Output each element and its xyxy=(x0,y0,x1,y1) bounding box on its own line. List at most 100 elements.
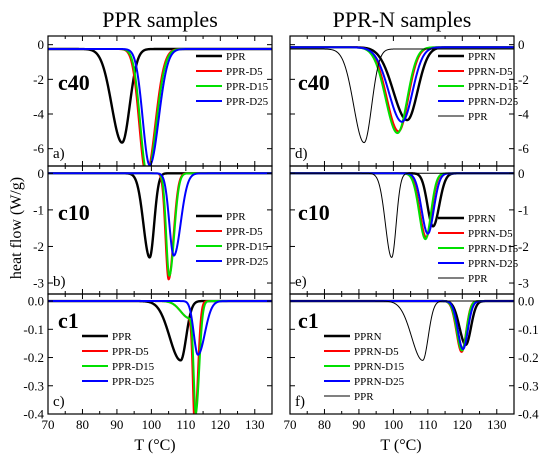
x-axis-label-right: T (°C) xyxy=(380,437,421,454)
x-tick-label: 80 xyxy=(318,417,331,432)
series-line-ppr xyxy=(48,299,272,362)
series-group xyxy=(48,47,272,166)
y-tick-label: 0.0 xyxy=(518,294,534,309)
panel-c: 70 80 90 100 110 120 130 0.0 -0.1 -0.2 -0.3 -0.4 c1 c… xyxy=(23,293,273,432)
series-line-ppr-d5 xyxy=(48,300,272,414)
x-tick-label: 90 xyxy=(110,417,123,432)
x-tick-label: 100 xyxy=(142,417,162,432)
x-tick-label: 130 xyxy=(487,417,507,432)
y-tick-label: -2 xyxy=(33,239,44,254)
y-tick-label: -3 xyxy=(33,276,44,291)
x-tick-label: 130 xyxy=(245,417,265,432)
series-group xyxy=(290,46,514,144)
legend-entry: PPR xyxy=(354,391,374,403)
legend-entry: PPRN-D15 xyxy=(468,243,519,255)
panel-f: 70 80 90 100 110 120 130 0.0 -0.1 -0.2 -0.3 -0.4 c1 f… xyxy=(284,293,539,432)
legend-entry: PPRN xyxy=(468,213,496,225)
panel-a: 0 -2 -4 -6 c40 a) PPR PPR-D5 PPR-D15 PPR-D25 xyxy=(33,35,273,167)
legend-entry: PPRN-D5 xyxy=(468,228,513,240)
y-tick-label: -0.4 xyxy=(518,407,539,422)
legend: PPR PPR-D5 PPR-D15 PPR-D25 xyxy=(196,211,269,268)
condition-label: c1 xyxy=(298,308,319,333)
y-tick-label: -4 xyxy=(518,107,529,122)
legend: PPRN PPRN-D5 PPRN-D15 PPRN-D25 PPR xyxy=(324,331,405,403)
x-tick-label: 110 xyxy=(176,417,195,432)
panel-b: 0 -1 -2 -3 c10 b) PPR PPR-D5 PPR-D15 PPR-D25 xyxy=(33,165,273,295)
y-tick-label: 0.0 xyxy=(28,294,44,309)
legend-entry: PPR-D15 xyxy=(226,241,269,253)
panel-e: 0-1-2-3c10e)PPRNPPRN-D5PPRN-D15PPRN-D25P… xyxy=(289,165,529,295)
legend-entry: PPRN-D5 xyxy=(468,66,513,78)
y-tick-label: 0 xyxy=(38,166,45,181)
panel-letter: f) xyxy=(295,394,305,410)
y-tick-label: 0 xyxy=(518,37,525,52)
x-tick-label: 70 xyxy=(284,417,297,432)
legend-entry: PPR-D25 xyxy=(226,256,269,268)
condition-label: c40 xyxy=(298,70,330,95)
x-tick-label: 70 xyxy=(42,417,55,432)
series-line-ppr-d25 xyxy=(48,48,272,166)
series-line-pprn-d5 xyxy=(290,300,514,353)
column-title: PPR-N samples xyxy=(333,7,472,32)
legend: PPR PPR-D5 PPR-D15 PPR-D25 xyxy=(82,331,155,388)
legend-entry: PPRN-D15 xyxy=(354,361,405,373)
y-tick-label: -0.3 xyxy=(518,378,539,393)
legend: PPRN PPRN-D5 PPRN-D15 PPRN-D25 PPR xyxy=(438,51,519,123)
x-axis-label-left: T (°C) xyxy=(134,437,175,454)
condition-label: c1 xyxy=(58,308,79,333)
legend-entry: PPR xyxy=(468,111,488,123)
y-tick-label: -2 xyxy=(33,72,44,87)
legend-entry: PPR xyxy=(112,331,132,343)
y-tick-label: 0 xyxy=(38,37,45,52)
x-tick-label: 110 xyxy=(418,417,437,432)
legend-entry: PPR-D15 xyxy=(226,81,269,93)
legend-entry: PPRN-D25 xyxy=(468,258,519,270)
y-tick-label: -6 xyxy=(518,141,529,156)
legend-entry: PPR-D25 xyxy=(226,96,269,108)
condition-label: c40 xyxy=(58,70,90,95)
x-tick-label: 120 xyxy=(211,417,231,432)
condition-label: c10 xyxy=(298,200,330,225)
legend-entry: PPRN-D15 xyxy=(468,81,519,93)
series-line-ppr-d15 xyxy=(48,300,272,414)
series-line-ppr-d25 xyxy=(48,172,272,257)
legend-entry: PPR-D5 xyxy=(112,346,149,358)
panel-letter: c) xyxy=(53,394,65,410)
y-tick-label: -2 xyxy=(518,72,529,87)
legend-entry: PPRN xyxy=(354,331,382,343)
panel-d: 0-2-4-6c40d)PPRNPPRN-D5PPRN-D15PPRN-D25P… xyxy=(289,35,529,167)
y-tick-label: 0 xyxy=(518,166,525,181)
x-tick-label: 90 xyxy=(352,417,365,432)
series-group xyxy=(290,299,514,361)
y-tick-label: -0.2 xyxy=(23,350,44,365)
panel-frame xyxy=(289,293,515,415)
panel-letter: d) xyxy=(295,146,308,162)
y-tick-label: -0.1 xyxy=(518,322,539,337)
legend: PPR PPR-D5 PPR-D15 PPR-D25 xyxy=(196,51,269,108)
y-tick-label: -0.4 xyxy=(23,407,44,422)
y-axis-label: heat flow (W/g) xyxy=(8,177,25,279)
series-group xyxy=(48,299,272,414)
y-tick-label: -3 xyxy=(518,276,529,291)
series-line-ppr xyxy=(290,48,514,144)
y-tick-label: -0.1 xyxy=(23,322,44,337)
series-line-pprn-d25 xyxy=(290,300,514,351)
series-line-pprn-d25 xyxy=(290,46,514,123)
legend-entry: PPR-D15 xyxy=(112,361,155,373)
y-tick-label: -4 xyxy=(33,107,44,122)
legend: PPRN PPRN-D5 PPRN-D15 PPRN-D25 PPR xyxy=(438,213,519,285)
panel-letter: e) xyxy=(295,274,307,290)
series-group xyxy=(48,172,272,281)
panel-letter: b) xyxy=(53,274,66,290)
legend-entry: PPRN-D25 xyxy=(354,376,405,388)
legend-entry: PPRN-D5 xyxy=(354,346,399,358)
column-title: PPR samples xyxy=(102,7,218,32)
y-tick-label: -1 xyxy=(518,202,529,217)
panel-letter: a) xyxy=(53,146,65,162)
legend-entry: PPR xyxy=(226,211,246,223)
legend-entry: PPR-D25 xyxy=(112,376,155,388)
legend-entry: PPRN-D25 xyxy=(468,96,519,108)
condition-label: c10 xyxy=(58,200,90,225)
series-line-ppr-d25 xyxy=(48,300,272,356)
